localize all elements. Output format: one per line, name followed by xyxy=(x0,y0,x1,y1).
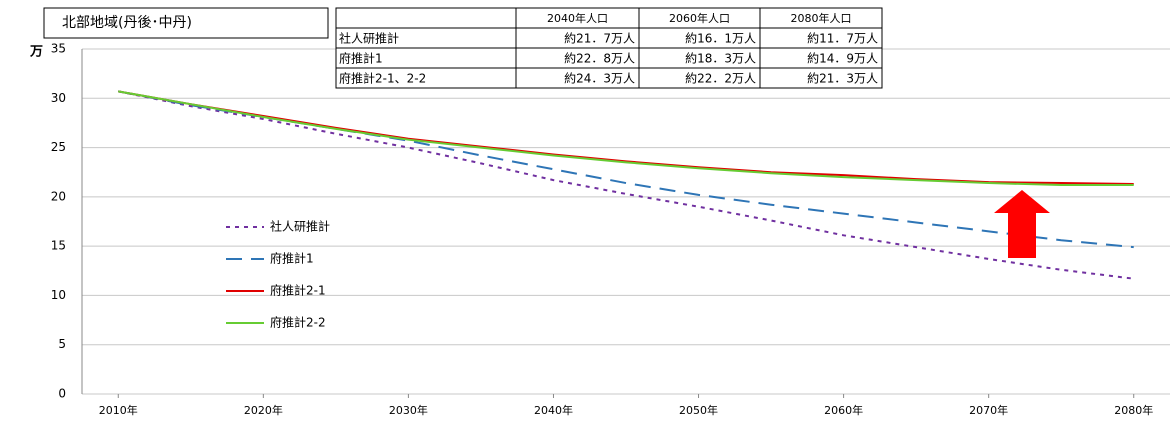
x-tick-label: 2040年 xyxy=(534,403,573,417)
y-tick-label: 5 xyxy=(58,337,66,351)
y-tick-label: 25 xyxy=(51,140,66,154)
x-tick-label: 2050年 xyxy=(679,403,718,417)
table-value: 約14．9万人 xyxy=(807,51,878,66)
table-value: 約22．8万人 xyxy=(564,51,635,66)
x-tick-label: 2060年 xyxy=(824,403,863,417)
plot-area: 0 5 10 15 20 25 30 35 2010年 2020年 2030年 2040年 2050年 2… xyxy=(51,42,1170,417)
table-value: 約16．1万人 xyxy=(685,31,756,46)
series-line xyxy=(118,90,1134,249)
row-label: 府推計1 xyxy=(339,51,383,66)
legend-label: 社人研推計 xyxy=(270,219,330,234)
table-cell xyxy=(335,7,517,29)
title-box xyxy=(43,7,329,39)
column-header: 2040年人口 xyxy=(547,11,608,25)
table-cell xyxy=(759,67,883,89)
legend-label: 府推計2-2 xyxy=(270,315,326,330)
series-line xyxy=(118,90,1134,280)
x-tick-label: 2020年 xyxy=(244,403,283,417)
table-value: 約22．2万人 xyxy=(685,71,756,86)
y-unit: 万 xyxy=(29,45,43,60)
x-tick-label: 2070年 xyxy=(969,403,1008,417)
series-line xyxy=(118,90,1134,187)
x-tick-label: 2080年 xyxy=(1114,403,1153,417)
table-value: 約24．3万人 xyxy=(564,71,635,86)
table-value: 約18．3万人 xyxy=(685,51,756,66)
up-arrow xyxy=(994,190,1050,258)
y-tick-label: 0 xyxy=(58,387,66,401)
table-value: 約11．7万人 xyxy=(807,31,878,46)
row-label: 社人研推計 xyxy=(339,31,399,46)
x-tick-label: 2030年 xyxy=(389,403,428,417)
y-tick-label: 30 xyxy=(51,91,66,105)
y-tick-label: 35 xyxy=(51,42,66,56)
legend-label: 府推計2-1 xyxy=(270,283,326,298)
legend-label: 府推計1 xyxy=(270,251,314,266)
chart-title: 北部地域(丹後･中丹) xyxy=(62,15,192,31)
table-value: 約21．7万人 xyxy=(564,31,635,46)
column-header: 2060年人口 xyxy=(669,11,730,25)
y-tick-label: 15 xyxy=(51,239,66,253)
x-tick-label: 2010年 xyxy=(99,403,138,417)
y-tick-label: 20 xyxy=(51,189,66,203)
column-header: 2080年人口 xyxy=(791,11,852,25)
y-tick-label: 10 xyxy=(51,288,66,302)
row-label: 府推計2-1、2-2 xyxy=(339,71,426,86)
table-value: 約21．3万人 xyxy=(807,71,878,86)
series-line xyxy=(118,90,1134,186)
